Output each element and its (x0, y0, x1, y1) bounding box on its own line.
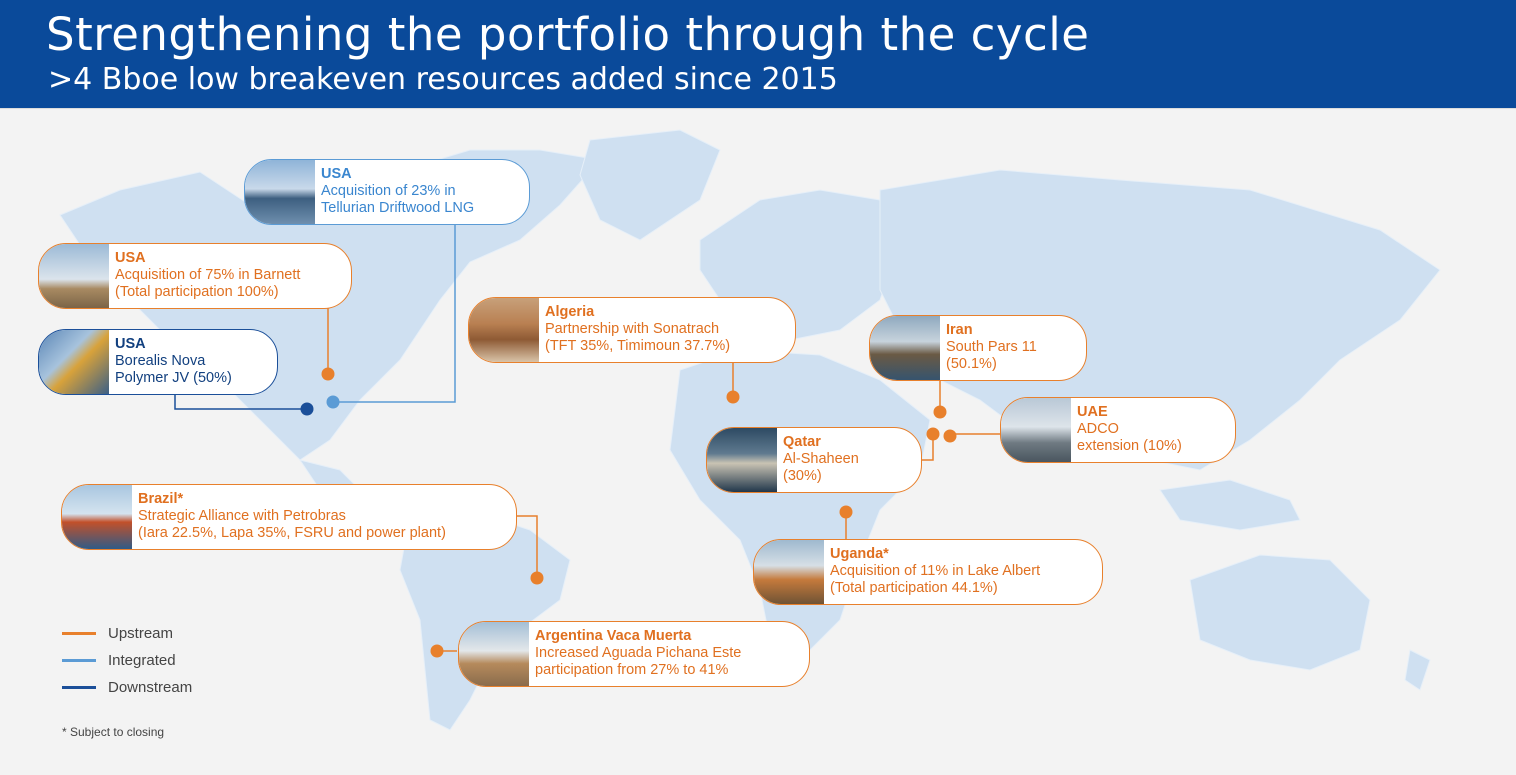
drilling-rig-photo (39, 244, 109, 308)
southeast-asia-islands (1159, 479, 1301, 531)
offshore-platform-photo (870, 316, 940, 380)
petrochemical-plant-photo (39, 330, 109, 394)
connector-brazil (515, 515, 538, 578)
card-line1: Increased Aguada Pichana Este (535, 645, 742, 661)
desert-facility-photo (469, 298, 539, 362)
card-line2: extension (10%) (1077, 438, 1182, 454)
marker-argentina[interactable] (430, 644, 444, 658)
legend-upstream: Upstream (62, 620, 192, 647)
footnote: * Subject to closing (62, 725, 165, 739)
greenland-landmass (579, 129, 721, 241)
marker-usa-barnett[interactable] (321, 367, 335, 381)
legend-integrated-swatch (62, 659, 96, 662)
card-line2: (Total participation 100%) (115, 284, 279, 300)
card-line2: participation from 27% to 41% (535, 662, 729, 678)
card-line1: Acquisition of 11% in Lake Albert (830, 563, 1041, 579)
card-usa-borealis[interactable]: USA Borealis Nova Polymer JV (50%) (38, 329, 278, 395)
fpso-vessel-photo (62, 485, 132, 549)
card-country: Qatar (783, 434, 821, 450)
page-title: Strengthening the portfolio through the … (46, 8, 1090, 61)
card-line1: ADCO (1077, 421, 1119, 437)
card-uganda[interactable]: Uganda* Acquisition of 11% in Lake Alber… (753, 539, 1103, 605)
legend-integrated-label: Integrated (108, 652, 176, 669)
marker-iran[interactable] (933, 405, 947, 419)
card-country: Uganda* (830, 546, 889, 562)
legend-integrated: Integrated (62, 647, 192, 674)
legend-upstream-label: Upstream (108, 625, 174, 642)
australia-landmass (1189, 554, 1371, 671)
card-line2: (30%) (783, 468, 822, 484)
connector-lines (174, 222, 1003, 652)
card-brazil[interactable]: Brazil* Strategic Alliance with Petrobra… (61, 484, 517, 550)
card-line2: (Total participation 44.1%) (830, 580, 998, 596)
field-workers-photo (754, 540, 824, 604)
card-country: Argentina Vaca Muerta (535, 628, 692, 644)
marker-uganda[interactable] (839, 505, 853, 519)
card-usa-barnett[interactable]: USA Acquisition of 75% in Barnett (Total… (38, 243, 352, 309)
gas-plant-photo (459, 622, 529, 686)
marker-uae[interactable] (943, 429, 957, 443)
offshore-rig-photo (707, 428, 777, 492)
card-argentina[interactable]: Argentina Vaca Muerta Increased Aguada P… (458, 621, 810, 687)
marker-usa-borealis[interactable] (300, 402, 314, 416)
card-algeria[interactable]: Algeria Partnership with Sonatrach (TFT … (468, 297, 796, 363)
card-country: USA (115, 336, 146, 352)
card-country: USA (321, 166, 352, 182)
refinery-photo (1001, 398, 1071, 462)
legend: Upstream Integrated Downstream (62, 620, 192, 701)
card-line2: (50.1%) (946, 356, 997, 372)
card-usa-lng[interactable]: USA Acquisition of 23% in Tellurian Drif… (244, 159, 530, 225)
card-line1: Al-Shaheen (783, 451, 859, 467)
location-markers (300, 367, 957, 658)
africa-landmass (669, 349, 931, 661)
legend-downstream: Downstream (62, 674, 192, 701)
marker-qatar[interactable] (926, 427, 940, 441)
connector-usa-borealis (174, 392, 307, 410)
card-line2: Polymer JV (50%) (115, 370, 232, 386)
card-line1: Partnership with Sonatrach (545, 321, 720, 337)
legend-downstream-label: Downstream (108, 679, 193, 696)
new-zealand-landmass (1404, 649, 1431, 691)
card-country: UAE (1077, 404, 1108, 420)
legend-upstream-swatch (62, 632, 96, 635)
header-banner: Strengthening the portfolio through the … (0, 0, 1516, 108)
card-line1: Acquisition of 23% in (321, 183, 456, 199)
card-line1: Strategic Alliance with Petrobras (138, 508, 346, 524)
card-line2: Tellurian Driftwood LNG (321, 200, 475, 216)
marker-algeria[interactable] (726, 390, 740, 404)
card-country: USA (115, 250, 146, 266)
card-iran[interactable]: Iran South Pars 11 (50.1%) (869, 315, 1087, 381)
card-country: Algeria (545, 304, 595, 320)
page-subtitle: >4 Bboe low breakeven resources added si… (48, 62, 838, 97)
card-uae[interactable]: UAE ADCO extension (10%) (1000, 397, 1236, 463)
card-line1: Borealis Nova (115, 353, 206, 369)
legend-downstream-swatch (62, 686, 96, 689)
connector-qatar (920, 434, 934, 461)
card-line2: (Iara 22.5%, Lapa 35%, FSRU and power pl… (138, 525, 446, 541)
card-line2: (TFT 35%, Timimoun 37.7%) (545, 338, 731, 354)
card-line1: Acquisition of 75% in Barnett (115, 267, 301, 283)
card-country: Iran (946, 322, 973, 338)
card-line1: South Pars 11 (946, 339, 1037, 355)
card-qatar[interactable]: Qatar Al-Shaheen (30%) (706, 427, 922, 493)
marker-usa-lng[interactable] (326, 395, 340, 409)
card-country: Brazil* (138, 491, 184, 507)
marker-brazil[interactable] (530, 571, 544, 585)
lng-tanker-photo (245, 160, 315, 224)
connector-usa-lng (333, 222, 456, 403)
